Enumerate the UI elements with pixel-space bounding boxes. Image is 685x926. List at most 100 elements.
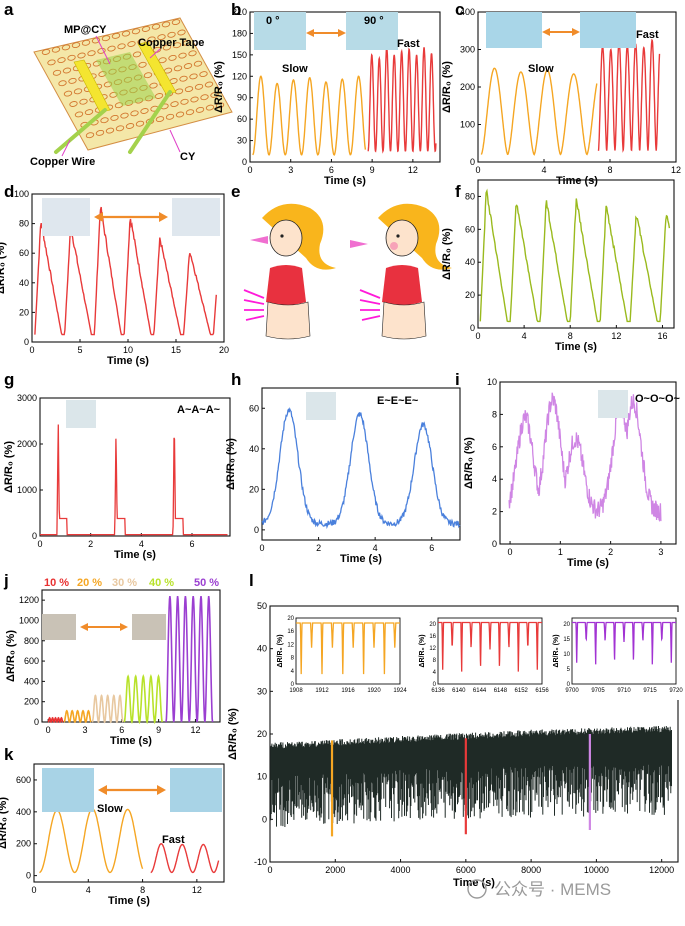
- x-tick-label-j: 6: [119, 725, 124, 735]
- yarn-loop: [184, 86, 194, 93]
- photo-d-1: [42, 198, 90, 236]
- inset-x-tick-0: 1916: [341, 688, 355, 694]
- x-tick-label-i: 0: [508, 547, 513, 557]
- inset-y-tick-1: 16: [429, 634, 436, 640]
- x-tick-label-g: 6: [189, 539, 194, 549]
- y-tick-label-c: 300: [460, 45, 475, 55]
- plot-frame-k: [33, 763, 225, 883]
- inset-y-tick-1: 20: [429, 622, 436, 628]
- x-tick-label-i: 2: [608, 547, 613, 557]
- photo-h-throat: [306, 392, 336, 420]
- chart-c: 0 4 8 12 0 100 200 300 400 Time (s) ΔR/R₀ (%): [441, 7, 681, 187]
- plot-frame-b: [249, 11, 441, 163]
- yarn-loop: [151, 23, 161, 30]
- x-tick-label-l: 6000: [456, 865, 476, 875]
- label-i-phrase: O~O~O~: [635, 393, 681, 405]
- x-tick-label-c: 4: [541, 165, 546, 175]
- sensor-illustration: [33, 17, 233, 154]
- y-tick-label-b: 120: [232, 71, 247, 81]
- panel-a: a MP@CY Copper Tape Copper Wire CY: [4, 0, 233, 168]
- yarn-loop: [41, 49, 51, 55]
- inset-y-tick-2: 10: [563, 652, 570, 658]
- series-line-k-1: [150, 842, 220, 874]
- label-b-90deg: 90 °: [364, 15, 384, 27]
- strain-label-50: 50 %: [194, 577, 219, 589]
- inset-y-tick-1: 0: [433, 682, 437, 688]
- face-right: [385, 219, 419, 257]
- photo-c-flat: [486, 12, 542, 48]
- panel-letter-e: e: [231, 182, 240, 201]
- y-tick-label-l: 50: [257, 601, 267, 611]
- yarn-loop: [57, 57, 66, 64]
- yarn-loop: [68, 77, 77, 84]
- y-tick-label-k: 600: [16, 775, 31, 785]
- cheek-right: [390, 242, 398, 250]
- x-tick-label-l: 4000: [391, 865, 411, 875]
- yarn-loop: [127, 41, 136, 47]
- y-tick-label-k: 200: [16, 839, 31, 849]
- x-tick-label-k: 8: [140, 885, 145, 895]
- yarn-loop: [91, 37, 101, 44]
- inset-frame-1: [437, 617, 543, 685]
- panel-letter-g: g: [4, 370, 14, 389]
- inset-y-title-1: ΔR/R₀ (%): [419, 634, 426, 667]
- y-tick-label-i: 4: [492, 474, 497, 484]
- series-line-b-1: [367, 47, 437, 154]
- y-tick-label-g: 2000: [17, 439, 37, 449]
- yarn-loop: [175, 111, 185, 118]
- x-tick-label-k: 4: [86, 885, 91, 895]
- watermark-text: 公众号 · MEMS: [494, 880, 611, 899]
- y-tick-label-i: 6: [492, 442, 497, 452]
- y-tick-label-j: 0: [34, 717, 39, 727]
- arrow-c: [542, 28, 580, 36]
- yarn-loop: [87, 50, 96, 57]
- y-tick-label-h: 0: [254, 525, 259, 535]
- label-cy: CY: [180, 151, 196, 163]
- person-inhale: [350, 203, 452, 340]
- yarn-loop: [171, 19, 181, 26]
- y-axis-title-f: ΔR/R₀ (%): [441, 228, 453, 280]
- inset-y-tick-0: 0: [291, 682, 295, 688]
- inhale-lines-right: [359, 289, 381, 321]
- x-axis-title-d: Time (s): [107, 355, 149, 367]
- yarn-loop: [141, 26, 151, 32]
- series-line-d-0: [34, 206, 217, 336]
- yarn-loop: [111, 32, 121, 39]
- inset-x-tick-1: 6156: [535, 688, 549, 694]
- y-axis-title-k: ΔR/R₀ (%): [0, 797, 9, 849]
- y-tick-label-l: 20: [257, 729, 267, 739]
- panel-letter-d: d: [4, 182, 14, 201]
- x-tick-label-f: 16: [657, 331, 667, 341]
- label-g-phrase: A~A~A~: [177, 404, 221, 416]
- torso-left: [265, 301, 311, 340]
- inset-y-tick-1: 8: [433, 658, 437, 664]
- label-k-slow: Slow: [97, 803, 123, 815]
- panel-e-illustration: [243, 203, 452, 340]
- y-tick-label-f: 20: [465, 290, 475, 300]
- yarn-loop: [110, 114, 119, 121]
- inset-frame-0: [295, 617, 401, 685]
- pointer-copper-wire: [61, 139, 71, 157]
- y-axis-title-j: ΔR/R₀ (%): [5, 630, 17, 682]
- photo-k-press: [42, 768, 94, 812]
- y-tick-label-g: 0: [32, 531, 37, 541]
- y-tick-label-d: 0: [24, 337, 29, 347]
- inset-l-0: 1908 1912 1916 1920 1924 0 4 8 12 16 20 ΔR/R₀ (%): [274, 612, 407, 700]
- inset-y-tick-2: 15: [563, 637, 570, 643]
- series-line-f-0: [479, 188, 671, 323]
- photo-c-bent: [580, 12, 636, 48]
- chart-d: 0 5 10 15 20 0 20 40 60 80 100 Time (s) ΔR/R₀ (%): [0, 189, 229, 367]
- inset-x-tick-0: 1920: [367, 688, 381, 694]
- y-tick-label-b: 210: [232, 7, 247, 17]
- inset-y-tick-0: 20: [287, 616, 294, 622]
- x-axis-title-k: Time (s): [108, 895, 150, 907]
- x-axis-title-h: Time (s): [340, 553, 382, 565]
- y-tick-label-l: 10: [257, 772, 267, 782]
- x-tick-label-b: 0: [247, 165, 252, 175]
- arrow-d: [94, 212, 168, 222]
- y-tick-label-f: 80: [465, 191, 475, 201]
- y-tick-label-k: 400: [16, 807, 31, 817]
- x-tick-label-d: 10: [123, 345, 133, 355]
- y-axis-title-d: ΔR/R₀ (%): [0, 242, 7, 294]
- yarn-loop: [177, 29, 186, 36]
